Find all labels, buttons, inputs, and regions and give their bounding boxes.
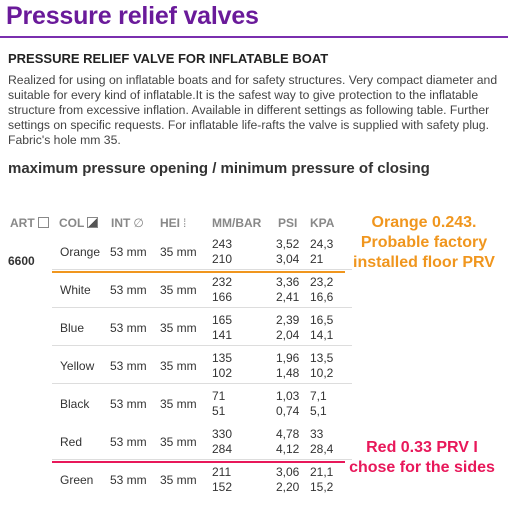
cell-mmbar-open: 211: [212, 465, 232, 479]
article-number: 6600: [8, 254, 35, 268]
row-divider: [52, 383, 352, 384]
cell-int: 53 mm: [110, 435, 147, 449]
cell-kpa-close: 10,2: [310, 366, 334, 380]
cell-kpa-close: 21: [310, 252, 324, 266]
row-divider: [52, 269, 352, 270]
cell-kpa-close: 14,1: [310, 328, 334, 342]
cell-col: Red: [60, 435, 83, 449]
color-swatch-icon: [87, 217, 99, 228]
cell-psi-close: 2,04: [276, 328, 300, 342]
cell-mmbar-open: 165: [212, 313, 233, 327]
cell-kpa-open: 7,1: [310, 389, 327, 403]
cell-hei: 35 mm: [160, 473, 197, 487]
header-col: COL: [59, 216, 99, 230]
cell-mmbar-close: 166: [212, 290, 233, 304]
cell-hei: 35 mm: [160, 397, 197, 411]
cell-kpa-close: 16,6: [310, 290, 334, 304]
height-icon: ⁞: [183, 216, 187, 230]
header-psi: PSI: [278, 216, 298, 230]
square-icon: [37, 217, 49, 228]
red-highlight-line: [52, 461, 345, 463]
cell-int: 53 mm: [110, 283, 147, 297]
red-annotation-line: chose for the sides: [349, 459, 495, 476]
cell-kpa-close: 5,1: [310, 404, 327, 418]
cell-psi-close: 1,48: [276, 366, 300, 380]
cell-mmbar-open: 243: [212, 237, 233, 251]
cell-kpa-open: 33: [310, 427, 324, 441]
cell-int: 53 mm: [110, 245, 147, 259]
product-subtitle: PRESSURE RELIEF VALVE FOR INFLATABLE BOA…: [8, 51, 329, 66]
cell-mmbar-close: 210: [212, 252, 233, 266]
orange-annotation-line: Probable factory: [360, 234, 488, 251]
page-title: Pressure relief valves: [6, 2, 259, 30]
cell-int: 53 mm: [110, 321, 147, 335]
product-description: Realized for using on inflatable boats a…: [8, 73, 498, 147]
cell-psi-close: 3,04: [276, 252, 300, 266]
cell-psi-open: 3,06: [276, 465, 300, 479]
header-kpa: KPA: [310, 216, 335, 230]
cell-col: Yellow: [60, 359, 95, 373]
orange-highlight-line: [52, 271, 345, 273]
cell-int: 53 mm: [110, 473, 147, 487]
cell-int: 53 mm: [110, 359, 147, 373]
cell-col: Green: [60, 473, 94, 487]
cell-psi-close: 2,20: [276, 480, 300, 494]
cell-psi-open: 1,96: [276, 351, 300, 365]
cell-kpa-close: 15,2: [310, 480, 334, 494]
cell-mmbar-close: 141: [212, 328, 233, 342]
cell-col: Orange: [60, 245, 101, 259]
cell-col: Black: [60, 397, 90, 411]
diameter-icon: ∅: [133, 216, 144, 230]
header-art: ART: [10, 216, 49, 230]
cell-hei: 35 mm: [160, 283, 197, 297]
cell-kpa-open: 24,3: [310, 237, 334, 251]
cell-psi-open: 1,03: [276, 389, 300, 403]
row-divider: [52, 307, 352, 308]
cell-psi-close: 0,74: [276, 404, 300, 418]
cell-int: 53 mm: [110, 397, 147, 411]
cell-mmbar-close: 284: [212, 442, 233, 456]
cell-hei: 35 mm: [160, 435, 197, 449]
cell-kpa-open: 21,1: [310, 465, 334, 479]
orange-annotation-line: Orange 0.243.: [371, 214, 477, 231]
cell-hei: 35 mm: [160, 245, 197, 259]
cell-kpa-open: 23,2: [310, 275, 334, 289]
cell-psi-open: 4,78: [276, 427, 300, 441]
red-annotation-line: Red 0.33 PRV I: [366, 439, 478, 456]
cell-psi-close: 4,12: [276, 442, 300, 456]
cell-mmbar-open: 232: [212, 275, 233, 289]
row-divider: [52, 345, 352, 346]
cell-mmbar-open: 135: [212, 351, 233, 365]
header-int: INT ∅: [111, 216, 144, 230]
header-mmbar: MM/BAR: [212, 216, 262, 230]
table-heading: maximum pressure opening / minimum press…: [8, 160, 430, 177]
cell-kpa-close: 28,4: [310, 442, 334, 456]
red-annotation: Red 0.33 PRV I chose for the sides: [336, 438, 508, 478]
cell-psi-open: 2,39: [276, 313, 300, 327]
header-hei: HEI ⁞: [160, 216, 187, 230]
cell-mmbar-close: 152: [212, 480, 233, 494]
cell-kpa-open: 13,5: [310, 351, 334, 365]
cell-col: Blue: [60, 321, 85, 335]
row-divider: [52, 459, 352, 460]
cell-mmbar-open: 71: [212, 389, 226, 403]
cell-mmbar-open: 330: [212, 427, 233, 441]
cell-kpa-open: 16,5: [310, 313, 334, 327]
cell-hei: 35 mm: [160, 321, 197, 335]
cell-psi-open: 3,36: [276, 275, 300, 289]
cell-col: White: [60, 283, 91, 297]
cell-hei: 35 mm: [160, 359, 197, 373]
cell-psi-close: 2,41: [276, 290, 300, 304]
orange-annotation-line: installed floor PRV: [353, 254, 495, 271]
cell-mmbar-close: 51: [212, 404, 226, 418]
cell-mmbar-close: 102: [212, 366, 233, 380]
title-divider: [0, 36, 508, 38]
cell-psi-open: 3,52: [276, 237, 300, 251]
orange-annotation: Orange 0.243. Probable factory installed…: [340, 213, 508, 273]
